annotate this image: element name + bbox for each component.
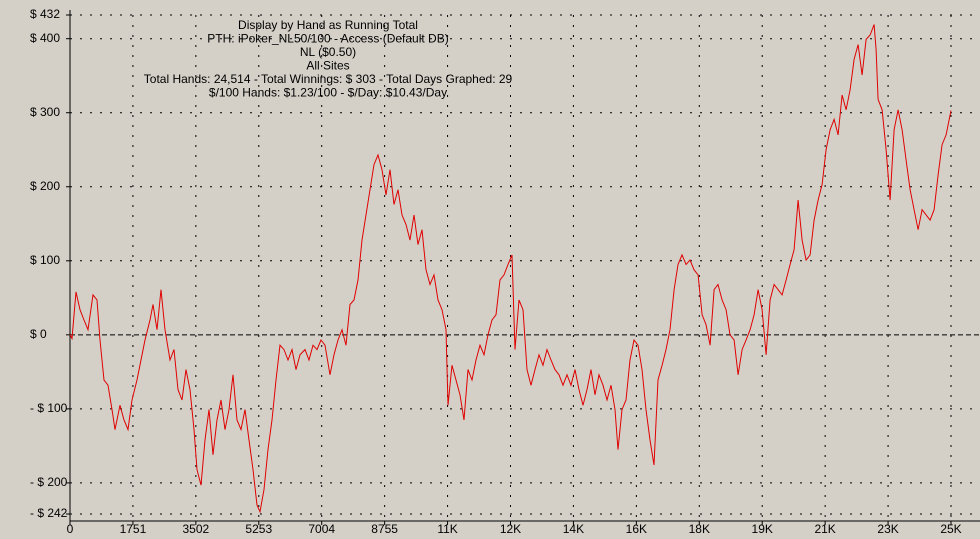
x-tick-label: 0 — [67, 522, 74, 536]
title-line: $/100 Hands: $1.23/100 - $/Day: $10.43/D… — [209, 86, 447, 100]
x-tick-label: 3502 — [183, 522, 210, 536]
x-tick-label: 21K — [814, 522, 835, 536]
x-tick-label: 8755 — [371, 522, 398, 536]
y-tick-label: - $ 242 — [30, 506, 68, 520]
x-tick-label: 25K — [940, 522, 961, 536]
title-line: Display by Hand as Running Total — [238, 18, 418, 32]
y-tick-label: - $ 200 — [30, 475, 68, 489]
title-line: PTH: iPoker_NL50/100 - Access (Default D… — [207, 32, 448, 46]
x-tick-label: 12K — [500, 522, 521, 536]
title-line: Total Hands: 24,514 - Total Winnings: $ … — [144, 72, 513, 86]
y-tick-label: $ 100 — [30, 253, 60, 267]
running-total-line — [69, 24, 952, 514]
y-tick-label: $ 400 — [30, 31, 60, 45]
x-tick-label: 19K — [752, 522, 773, 536]
x-tick-label: 5253 — [245, 522, 272, 536]
y-tick-label: - $ 100 — [30, 401, 68, 415]
x-tick-label: 11K — [437, 522, 457, 536]
x-tick-label: 18K — [689, 522, 710, 536]
x-tick-label: 7004 — [308, 522, 335, 536]
title-line: All Sites — [306, 59, 349, 73]
title-line: NL ($0.50) — [300, 45, 356, 59]
x-tick-label: 1751 — [120, 522, 147, 536]
x-tick-label: 23K — [877, 522, 898, 536]
x-tick-label: 16K — [626, 522, 647, 536]
y-tick-label: $ 432 — [30, 7, 60, 21]
y-tick-label: $ 300 — [30, 105, 60, 119]
y-tick-label: $ 0 — [30, 327, 47, 341]
x-tick-label: 14K — [563, 522, 584, 536]
y-tick-label: $ 200 — [30, 179, 60, 193]
